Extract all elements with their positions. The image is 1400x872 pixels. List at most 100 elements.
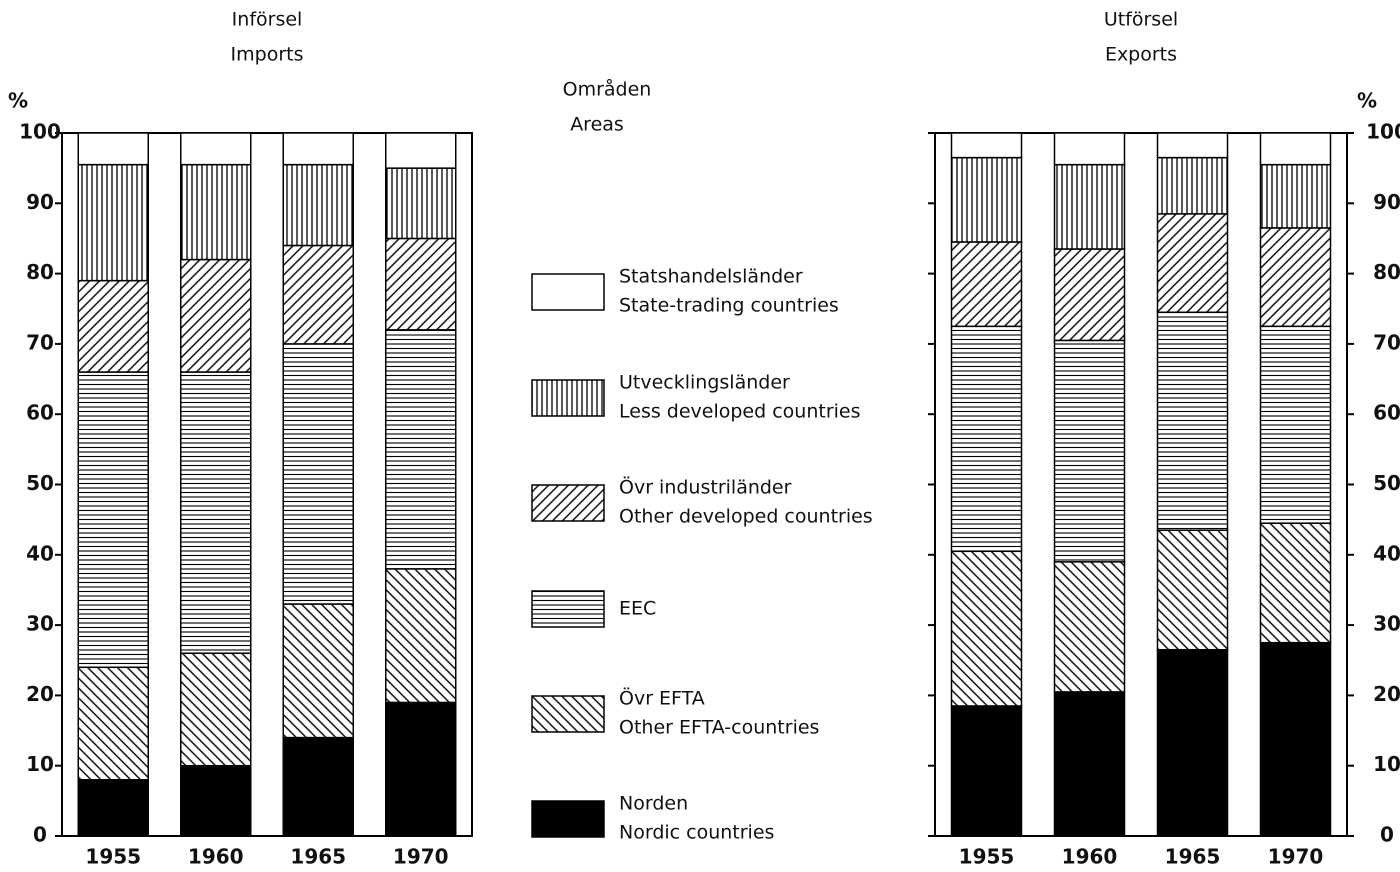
bar-segment — [1156, 156, 1229, 215]
y-tick-label: 60 — [1373, 401, 1400, 425]
chart-title: Införsel — [232, 9, 303, 31]
legend-swatch — [531, 379, 605, 417]
x-tick-label: 1960 — [1062, 845, 1118, 869]
legend-swatch — [531, 484, 605, 522]
legend-label: Nordic countries — [619, 822, 774, 844]
legend-title: Områden — [563, 78, 652, 101]
x-tick-label: 1955 — [959, 845, 1015, 869]
y-tick-label: 80 — [26, 260, 54, 284]
bar-segment — [385, 237, 457, 331]
bar-segment — [1053, 163, 1126, 250]
bar-segment — [1156, 213, 1229, 314]
bar-segment — [77, 132, 149, 166]
legend-label: Övr EFTA — [619, 687, 705, 710]
bar-segment — [77, 371, 149, 669]
y-tick-label: 50 — [1373, 471, 1400, 495]
bar-segment — [282, 244, 354, 345]
chart-subtitle: Imports — [231, 44, 304, 66]
y-tick-label: 0 — [33, 823, 47, 847]
x-tick-label: 1965 — [1165, 845, 1221, 869]
bar-segment — [282, 163, 354, 247]
legend-swatch — [531, 800, 605, 838]
legend-label: EEC — [619, 598, 656, 620]
bar-segment — [77, 666, 149, 781]
bar-segment — [1053, 691, 1126, 837]
y-tick-label: 70 — [26, 330, 54, 354]
y-tick-label: 40 — [26, 541, 54, 565]
bar-segment — [180, 163, 252, 261]
bar-segment — [1259, 132, 1332, 166]
bar-segment — [180, 258, 252, 373]
y-tick-label: 100 — [1366, 120, 1400, 144]
bar-segment — [1259, 227, 1332, 328]
bar-segment — [950, 705, 1023, 837]
bar-segment — [180, 132, 252, 166]
bar-segment — [180, 371, 252, 654]
legend-swatch — [531, 590, 605, 628]
bar-segment — [950, 156, 1023, 243]
bar-segment — [1156, 311, 1229, 531]
bar-segment — [1259, 163, 1332, 229]
y-tick-label: 10 — [1373, 752, 1400, 776]
bar-segment — [1053, 248, 1126, 342]
bar-segment — [1156, 132, 1229, 159]
bar-segment — [385, 329, 457, 570]
bar-segment — [282, 343, 354, 605]
bar-segment — [282, 736, 354, 837]
bar-segment — [1259, 522, 1332, 644]
bar-segment — [180, 764, 252, 837]
legend-label: Statshandelsländer — [619, 266, 803, 288]
x-tick-label: 1965 — [290, 845, 346, 869]
legend-swatch — [531, 273, 605, 311]
y-tick-label: 20 — [26, 682, 54, 706]
legend-label: State-trading countries — [619, 295, 839, 317]
y-tick-label: 100 — [19, 120, 61, 144]
y-tick-label: 80 — [1373, 260, 1400, 284]
legend-label: Övr industriländer — [619, 476, 792, 499]
bar-segment — [950, 325, 1023, 553]
bar-segment — [385, 167, 457, 240]
y-tick-label: 20 — [1373, 682, 1400, 706]
legend-label: Less developed countries — [619, 401, 861, 423]
y-axis-label: % — [1357, 89, 1377, 113]
y-tick-label: 90 — [1373, 190, 1400, 214]
y-tick-label: 30 — [1373, 612, 1400, 636]
x-tick-label: 1970 — [393, 845, 449, 869]
legend-label: Other developed countries — [619, 506, 873, 528]
chart-subtitle: Exports — [1105, 44, 1177, 66]
bar-segment — [180, 652, 252, 767]
y-axis-label: % — [8, 89, 28, 113]
legend-subtitle: Areas — [570, 114, 624, 136]
legend-label: Norden — [619, 793, 688, 815]
bar-segment — [282, 603, 354, 739]
bar-segment — [282, 132, 354, 166]
legend-label: Utvecklingsländer — [619, 372, 790, 394]
y-tick-label: 30 — [26, 612, 54, 636]
bar-segment — [1259, 641, 1332, 837]
x-tick-label: 1960 — [188, 845, 244, 869]
bar-segment — [385, 132, 457, 169]
y-tick-label: 0 — [1380, 823, 1394, 847]
y-tick-label: 50 — [26, 471, 54, 495]
bar-segment — [77, 279, 149, 373]
bar-segment — [1053, 561, 1126, 693]
y-tick-label: 60 — [26, 401, 54, 425]
legend-swatch — [531, 695, 605, 733]
bar-segment — [950, 132, 1023, 159]
bar-segment — [1259, 325, 1332, 524]
x-tick-label: 1970 — [1268, 845, 1324, 869]
y-tick-label: 40 — [1373, 541, 1400, 565]
bar-segment — [77, 779, 149, 837]
bar-segment — [1156, 648, 1229, 837]
y-tick-label: 10 — [26, 752, 54, 776]
chart-title: Utförsel — [1104, 9, 1178, 31]
bar-segment — [1156, 529, 1229, 651]
bar-segment — [1053, 339, 1126, 563]
bar-segment — [950, 241, 1023, 328]
bar-segment — [385, 701, 457, 837]
bar-segment — [385, 568, 457, 704]
bar-segment — [77, 163, 149, 282]
y-tick-label: 90 — [26, 190, 54, 214]
bar-segment — [950, 550, 1023, 707]
